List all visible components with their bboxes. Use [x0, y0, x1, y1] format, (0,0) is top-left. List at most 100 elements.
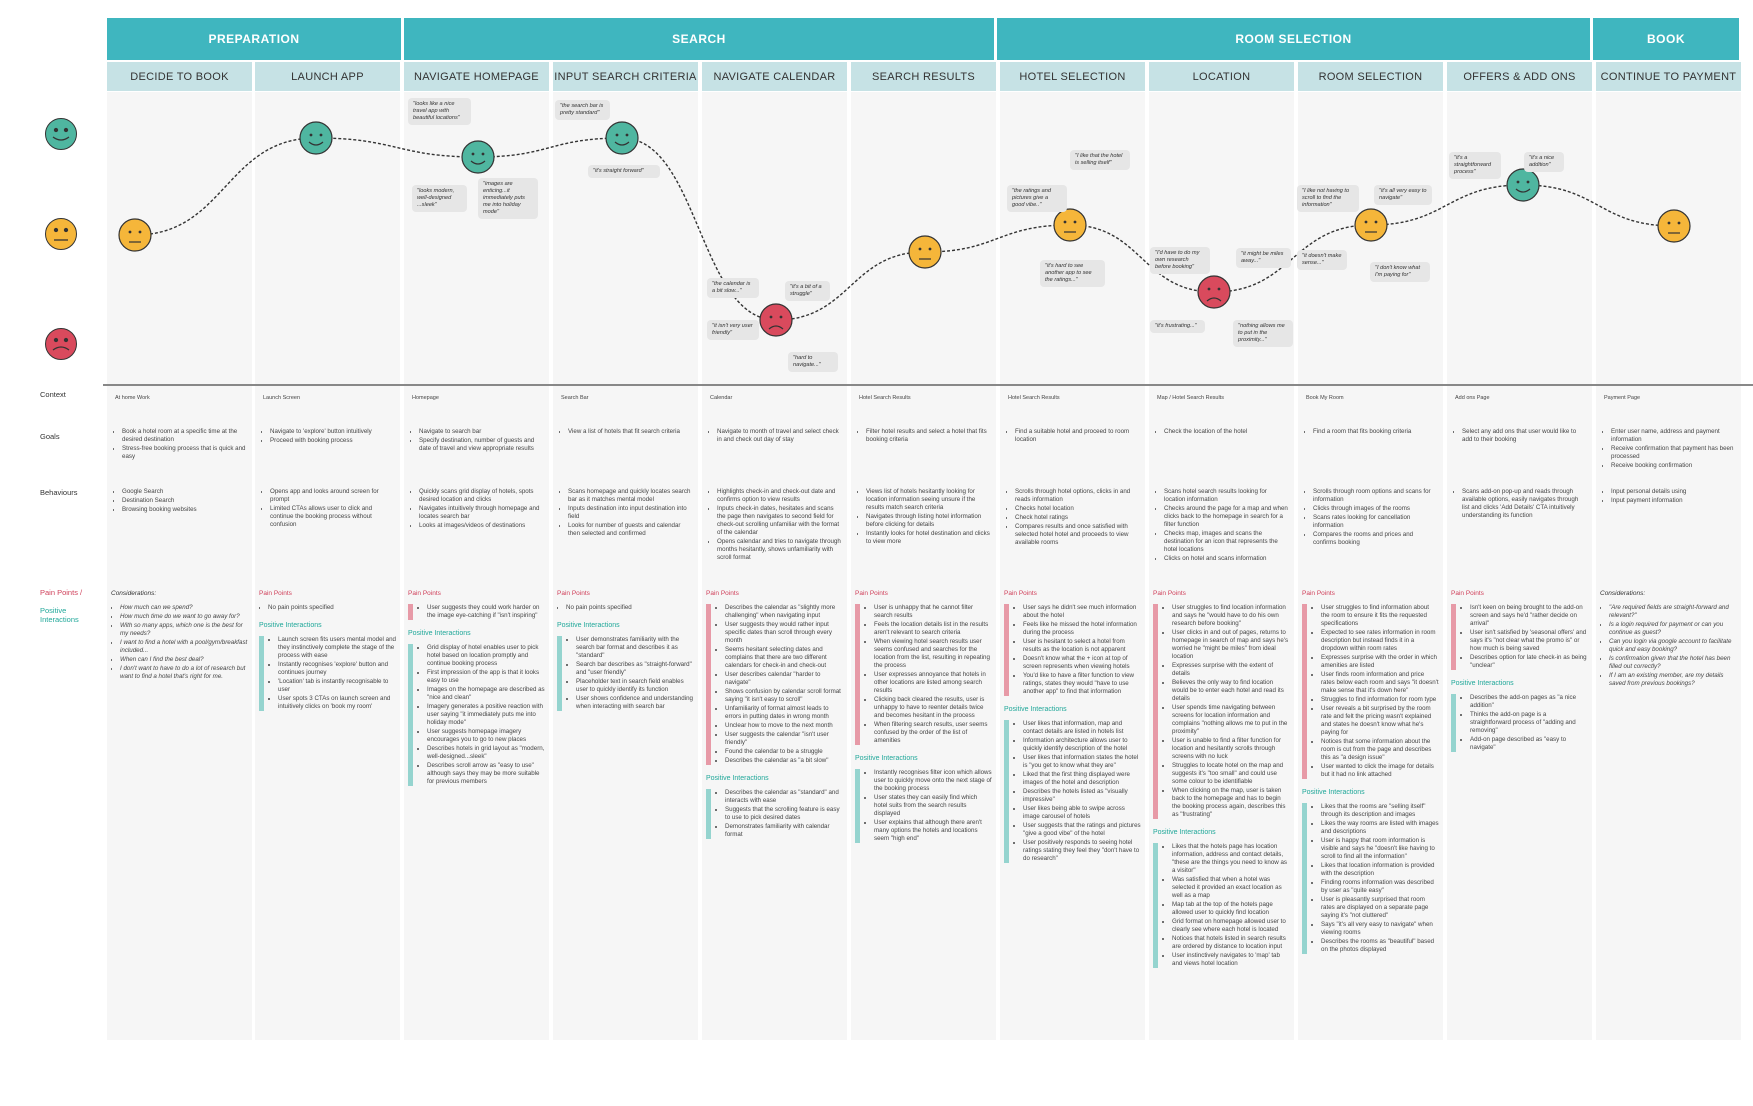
phase-search: SEARCH [404, 18, 994, 60]
list-item: Describes hotels in grid layout as "mode… [427, 745, 545, 761]
list-item: User is hesitant to select a hotel from … [1023, 638, 1141, 654]
quote-bubble: "nothing allows me to put in the proximi… [1233, 320, 1293, 347]
behaviours-cell: Scans homepage and quickly locates searc… [559, 488, 692, 578]
list-item: User is pleasantly surprised that room r… [1321, 896, 1439, 920]
list-item: First impression of the app is that it l… [427, 669, 545, 685]
list-item: Likes the way rooms are listed with imag… [1321, 820, 1439, 836]
step-header: LAUNCH APP [255, 62, 400, 91]
column-background [1447, 92, 1592, 1040]
list-item: With so many apps, which one is the best… [120, 622, 248, 638]
quote-bubble: "it's a nice addition" [1524, 152, 1564, 172]
goals-cell: Select any add ons that user would like … [1453, 428, 1586, 480]
list-item: Looks at images/videos of destinations [419, 522, 543, 530]
list-item: Feels the location details list in the r… [874, 621, 992, 637]
neutral-face-icon [908, 235, 942, 269]
list-item: Seems hesitant selecting dates and compl… [725, 646, 843, 670]
column-background [553, 92, 698, 1040]
list-item: Navigate to month of travel and select c… [717, 428, 841, 444]
pain-points-cell: Pain Points No pain points specified Posit… [259, 590, 396, 1035]
list-item: Doesn't know what the + icon at top of s… [1023, 655, 1141, 671]
quote-bubble: "it's a bit of a struggle" [785, 281, 830, 301]
quote-bubble: "hard to navigate..." [788, 352, 838, 372]
column-background [404, 92, 549, 1040]
pain-points-cell: Pain Points Isn't keen on being brought t… [1451, 590, 1588, 1035]
phase-preparation: PREPARATION [107, 18, 401, 60]
quote-bubble: "it doesn't make sense..." [1297, 250, 1347, 270]
list-item: When clicking on the map, user is taken … [1172, 787, 1290, 819]
list-item: Likes that the hotels page has location … [1172, 843, 1290, 875]
step-header: ROOM SELECTION [1298, 62, 1443, 91]
positive-interactions-title: Positive Interactions [1004, 706, 1067, 713]
positive-interactions-title: Positive Interactions [855, 755, 918, 762]
list-item: Can you login via google account to faci… [1609, 638, 1737, 654]
list-item: When filtering search results, user seem… [874, 721, 992, 745]
list-item: User demonstrates familiarity with the s… [576, 636, 694, 660]
legend-face-features [52, 127, 70, 351]
list-item: Found the calendar to be a struggle [725, 748, 843, 756]
list-item: User likes that information states the h… [1023, 754, 1141, 770]
list-item: You'd like to have a filter function to … [1023, 672, 1141, 696]
context-cell: Hotel Search Results [1008, 395, 1060, 401]
positive-interactions-title: Positive Interactions [259, 622, 322, 629]
list-item: Notices that hotels listed in search res… [1172, 935, 1290, 951]
quote-bubble: "I'd have to do my own research before b… [1150, 247, 1210, 274]
list-item: Expected to see rates information in roo… [1321, 629, 1439, 653]
quote-bubble: "images are enticing...it immediately pu… [478, 178, 538, 219]
happy-face-icon [299, 121, 333, 155]
list-item: Clicks through images of the rooms [1313, 505, 1437, 513]
list-item: Believes the only way to find location w… [1172, 679, 1290, 703]
list-item: Looks for number of guests and calendar … [568, 522, 692, 538]
goals-cell: Find a room that fits booking criteria [1304, 428, 1437, 480]
list-item: How much can we spend? [120, 604, 248, 612]
behaviours-cell: Input personal details usingInput paymen… [1602, 488, 1735, 578]
positive-interactions-title: Positive Interactions [408, 630, 471, 637]
happy-face-icon [1506, 168, 1540, 202]
list-item: Input payment information [1611, 497, 1735, 505]
list-item: Compares the rooms and prices and confir… [1313, 531, 1437, 547]
list-item: Compares results and once satisfied with… [1015, 523, 1139, 547]
list-item: Search bar describes as "straight-forwar… [576, 661, 694, 677]
list-item: Images on the homepage are described as … [427, 686, 545, 702]
list-item: User explains that although there aren't… [874, 819, 992, 843]
quote-bubble: "the ratings and pictures give a good vi… [1007, 185, 1067, 212]
pain-points-cell: Pain Points Describes the calendar as "sl… [706, 590, 843, 1035]
list-item: Scans hotel search results looking for l… [1164, 488, 1288, 504]
column-background [702, 92, 847, 1040]
list-item: Describes scroll arrow as "easy to use" … [427, 762, 545, 786]
quote-bubble: "I like that the hotel is selling itself… [1070, 150, 1130, 170]
list-item: Is confirmation given that the hotel has… [1609, 655, 1737, 671]
list-item: Scrolls through room options and scans f… [1313, 488, 1437, 504]
list-item: Describes the calendar as "slightly more… [725, 604, 843, 620]
list-item: Highlights check-in and check-out date a… [717, 488, 841, 504]
positive-interactions-title: Positive Interactions [1451, 680, 1514, 687]
emotion-line [134, 137, 1675, 321]
list-item: Instantly recognises filter icon which a… [874, 769, 992, 793]
quote-bubble: "it's frustrating..." [1150, 320, 1205, 333]
quote-bubble: "it's hard to see another app to see the… [1040, 260, 1105, 287]
list-item: Find a room that fits booking criteria [1313, 428, 1437, 436]
list-item: Unclear how to move to the next month [725, 722, 843, 730]
quote-bubble: "it's a straightforward process" [1449, 152, 1501, 179]
context-cell: Payment Page [1604, 395, 1641, 401]
behaviours-cell: Quickly scans grid display of hotels, sp… [410, 488, 543, 578]
list-item: Views list of hotels hesitantly looking … [866, 488, 990, 512]
quote-bubble: "the search bar is pretty standard" [555, 100, 610, 120]
pain-points-title: Pain Points [1153, 590, 1186, 597]
list-item: Instantly recognises 'explore' button an… [278, 661, 396, 677]
quote-bubble: "the calendar is a bit slow..." [707, 278, 759, 298]
pain-points-title: Pain Points [706, 590, 739, 597]
list-item: Input personal details using [1611, 488, 1735, 496]
list-item: Was satisfied that when a hotel was sele… [1172, 876, 1290, 900]
list-item: Filter hotel results and select a hotel … [866, 428, 990, 444]
legend-neutral-icon [45, 218, 77, 250]
pain-points-cell: Pain Points User suggests they could work… [408, 590, 545, 1035]
list-item: User spends time navigating between scre… [1172, 704, 1290, 736]
list-item: Scrolls through hotel options, clicks in… [1015, 488, 1139, 504]
goals-cell: Enter user name, address and payment inf… [1602, 428, 1735, 480]
list-item: Notices that some information about the … [1321, 738, 1439, 762]
list-item: Scans add-on pop-up and reads through av… [1462, 488, 1586, 520]
list-item: User positively responds to seeing hotel… [1023, 839, 1141, 863]
list-item: "Are required fields are straight-forwar… [1609, 604, 1737, 620]
pain-points-cell: Pain Points User struggles to find inform… [1302, 590, 1439, 1035]
section-divider [103, 384, 1753, 386]
